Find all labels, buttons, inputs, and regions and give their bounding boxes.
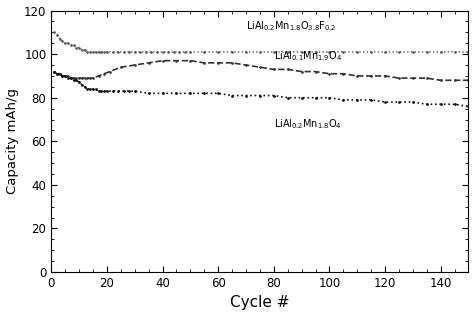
- Text: LiAl$_{0.2}$Mn$_{1.8}$O$_{3.8}$F$_{0.2}$: LiAl$_{0.2}$Mn$_{1.8}$O$_{3.8}$F$_{0.2}$: [246, 19, 336, 33]
- Text: LiAl$_{0.2}$Mn$_{1.8}$O$_4$: LiAl$_{0.2}$Mn$_{1.8}$O$_4$: [274, 117, 342, 131]
- Text: LiAl$_{0.1}$Mn$_{1.9}$O$_4$: LiAl$_{0.1}$Mn$_{1.9}$O$_4$: [274, 49, 342, 63]
- Y-axis label: Capacity mAh/g: Capacity mAh/g: [6, 88, 18, 194]
- X-axis label: Cycle #: Cycle #: [230, 295, 290, 310]
